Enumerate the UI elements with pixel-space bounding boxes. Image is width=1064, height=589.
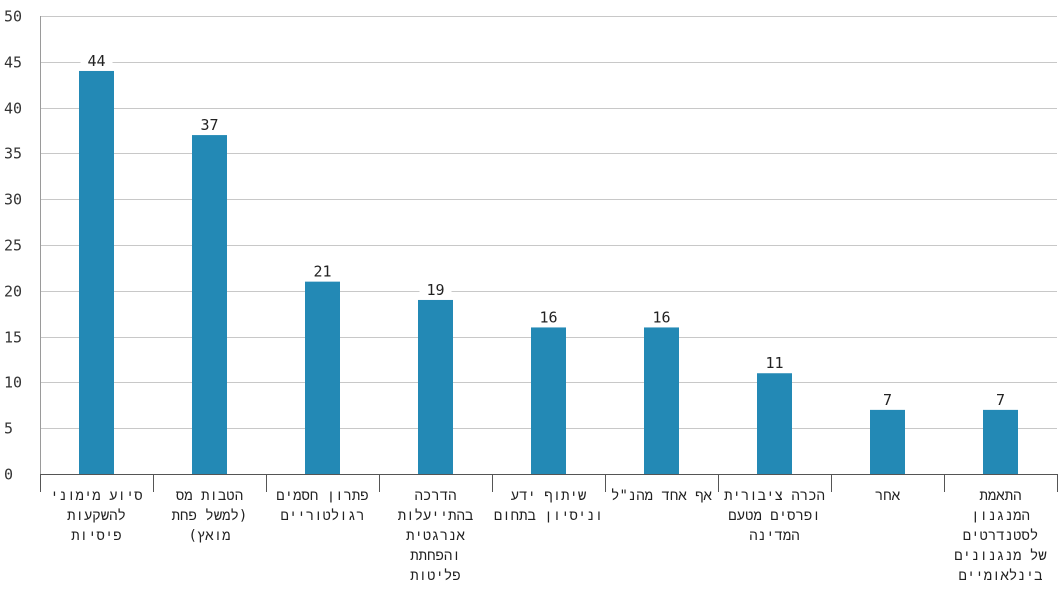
data-label: 21 xyxy=(313,263,331,281)
y-tick-label: 40 xyxy=(4,100,22,118)
data-label: 16 xyxy=(652,308,670,326)
category-label-line: אחר xyxy=(875,488,901,504)
category-label: הטבות מס (למשל פחת מואץ) xyxy=(172,488,248,544)
bar xyxy=(531,327,566,474)
category-label: הכרה ציבורית ופרסים מטעם המדינה xyxy=(724,488,825,544)
data-label-bg xyxy=(645,308,678,326)
bar xyxy=(192,135,227,474)
category-label-line: סיוע מימוני xyxy=(50,488,142,504)
bar xyxy=(983,409,1018,474)
category-label-line: רגולטוריים xyxy=(280,508,364,524)
data-label: 37 xyxy=(200,116,218,134)
category-label-line: הכרה ציבורית xyxy=(724,488,825,504)
category-label: סיוע מימוני להשקעות פיסיות xyxy=(50,488,142,544)
category-label: התאמת המנגנון לסטנדרטים של מנגנונים בינלאומי… xyxy=(954,488,1047,584)
category-label-line: לסטנדרטים xyxy=(963,528,1039,544)
category-label-line: בינלאומיים xyxy=(958,568,1042,584)
category-label-line: (למשל פחת xyxy=(172,508,248,524)
category-label: הדרכה בהתייעלות אנרגטית והפחתת פליטות xyxy=(398,488,474,584)
y-tick-label: 30 xyxy=(4,191,22,209)
data-label: 19 xyxy=(426,281,444,299)
data-label: 11 xyxy=(765,354,783,372)
category-label-line: של מנגנונים xyxy=(954,548,1047,564)
data-label-bg xyxy=(306,262,339,280)
category-label-line: להשקעות xyxy=(67,508,126,524)
category-label-line: וניסיון בתחום xyxy=(494,508,603,524)
category-label-line: הדרכה xyxy=(414,488,456,504)
category-label-line: בהתייעלות xyxy=(398,508,474,524)
data-label-bg xyxy=(80,51,113,69)
data-label: 7 xyxy=(996,391,1005,409)
category-label-line: המדינה xyxy=(749,528,799,544)
category-label-line: שיתוף ידע xyxy=(511,488,587,504)
y-tick-label: 25 xyxy=(4,237,22,255)
y-tick-label: 10 xyxy=(4,374,22,392)
category-label-line: התאמת xyxy=(979,488,1021,504)
data-label-bg xyxy=(984,390,1017,408)
y-tick-label: 45 xyxy=(4,54,22,72)
category-label-line: פתרון חסמים xyxy=(276,488,368,504)
data-label-bg xyxy=(193,116,226,134)
category-label-line: אף אחד מהנ"ל xyxy=(611,488,712,504)
y-tick-label: 15 xyxy=(4,329,22,347)
y-tick-label: 50 xyxy=(4,8,22,26)
category-label-line: פליטות xyxy=(410,568,460,584)
category-label-line: הטבות מס xyxy=(176,488,243,504)
category-label-line: ופרסים מטעם xyxy=(728,508,820,524)
bars xyxy=(79,70,1018,475)
data-label: 7 xyxy=(883,391,892,409)
y-axis-tick-labels: 0 5 10 15 20 25 30 35 40 45 50 xyxy=(4,8,22,484)
y-tick-label: 35 xyxy=(4,145,22,163)
data-labels: 44 37 21 19 16 16 11 7 7 xyxy=(80,51,1017,409)
y-tick-label: 20 xyxy=(4,283,22,301)
data-label-bg xyxy=(532,308,565,326)
bar xyxy=(870,409,905,474)
category-label: אף אחד מהנ"ל xyxy=(611,488,712,504)
data-label-bg xyxy=(419,280,452,298)
x-axis xyxy=(40,474,1058,492)
data-label-bg xyxy=(871,390,904,408)
bar xyxy=(305,281,340,474)
category-label-line: אנרגטית xyxy=(406,528,465,544)
y-tick-label: 0 xyxy=(4,466,13,484)
category-label-line: פיסיות xyxy=(71,528,121,544)
data-label: 16 xyxy=(539,308,557,326)
category-label-line: המנגנון xyxy=(971,508,1030,524)
category-labels: סיוע מימוני להשקעות פיסיות הטבות מס (למשל פח… xyxy=(50,488,1047,584)
category-label: פתרון חסמים רגולטוריים xyxy=(276,488,368,524)
bar xyxy=(418,299,453,474)
category-label-line: מואץ) xyxy=(188,528,230,544)
y-tick-label: 5 xyxy=(4,420,13,438)
category-label: שיתוף ידע וניסיון בתחום xyxy=(494,488,603,524)
data-label: 44 xyxy=(87,52,105,70)
data-label-bg xyxy=(758,354,791,372)
bar xyxy=(79,70,114,475)
category-label: אחר xyxy=(875,488,901,504)
bar xyxy=(644,327,679,474)
bar xyxy=(757,373,792,474)
category-label-line: והפחתת xyxy=(410,548,460,564)
